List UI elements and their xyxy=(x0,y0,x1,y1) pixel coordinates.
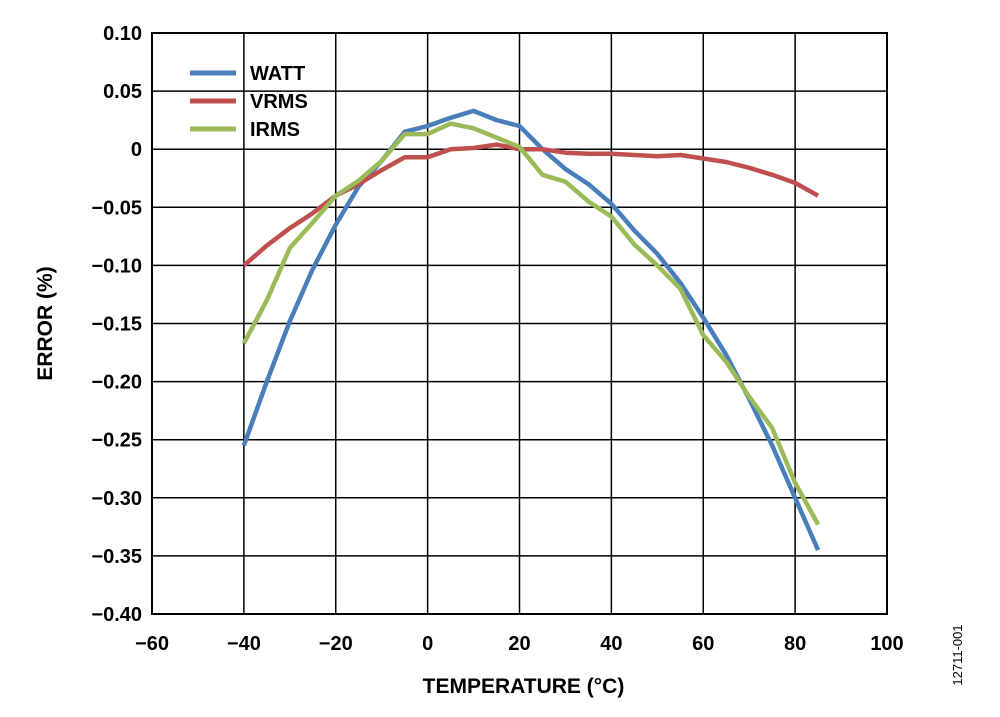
y-tick-label: −0.25 xyxy=(91,430,142,452)
series-line-watt xyxy=(241,108,821,552)
x-tick-label: 60 xyxy=(692,633,714,655)
x-tick-label: 20 xyxy=(508,633,530,655)
y-axis-label: ERROR (%) xyxy=(34,266,57,380)
y-tick-label: −0.30 xyxy=(91,488,142,510)
x-tick-labels: −60 −40 −20 0 20 40 60 80 100 xyxy=(135,633,904,655)
y-tick-label: −0.20 xyxy=(91,372,142,394)
y-tick-label: 0.10 xyxy=(103,23,142,45)
y-tick-label: −0.05 xyxy=(91,197,142,219)
x-tick-label: 40 xyxy=(600,633,622,655)
y-tick-label: 0 xyxy=(131,139,142,161)
x-axis-label: TEMPERATURE (°C) xyxy=(423,675,625,698)
series-line-irms xyxy=(241,121,821,526)
legend-label-watt: WATT xyxy=(250,63,305,85)
y-tick-label: −0.10 xyxy=(91,255,142,277)
x-tick-label: 80 xyxy=(784,633,806,655)
y-tick-label: −0.35 xyxy=(91,546,142,568)
x-tick-label: −20 xyxy=(319,633,353,655)
legend-label-vrms: VRMS xyxy=(250,91,308,113)
y-tick-label: −0.15 xyxy=(91,314,142,336)
legend-label-irms: IRMS xyxy=(250,119,300,141)
x-tick-label: −60 xyxy=(135,633,169,655)
series-lines xyxy=(241,108,821,552)
y-tick-label: −0.40 xyxy=(91,604,142,626)
x-tick-label: −40 xyxy=(227,633,261,655)
y-tick-label: 0.05 xyxy=(103,81,142,103)
x-tick-label: 100 xyxy=(870,633,903,655)
plot-frame xyxy=(151,32,888,615)
gridlines xyxy=(151,32,888,615)
legend: WATT VRMS IRMS xyxy=(190,63,308,141)
y-tick-labels: 0.10 0.05 0 −0.05 −0.10 −0.15 −0.20 −0.25 −0.30 −… xyxy=(91,23,142,626)
figure-id: 12711-001 xyxy=(950,624,965,685)
x-tick-label: 0 xyxy=(422,633,433,655)
